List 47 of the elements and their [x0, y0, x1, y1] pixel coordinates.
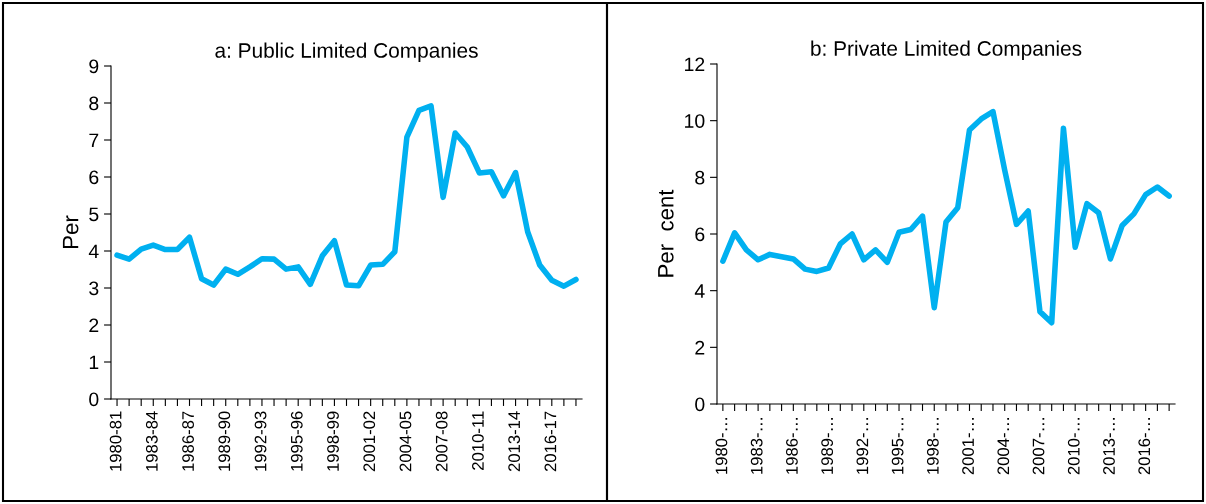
- x-tick-label: 2010-11: [472, 411, 484, 470]
- y-tick-label: 8: [695, 170, 705, 185]
- y-tick-label: 6: [89, 170, 99, 185]
- x-tick-label: 2010-…: [1067, 418, 1080, 475]
- x-tick-label: 1986-…: [786, 418, 798, 474]
- x-tick-label: 2004-05: [399, 411, 412, 472]
- x-tick-label: 1992-93: [254, 411, 267, 471]
- x-tick-label: 1986-87: [182, 411, 194, 471]
- x-tick-label: 1983-84: [145, 411, 158, 471]
- chart-title: b: Private Limited Companies: [811, 40, 1082, 60]
- x-tick-label: 1995-96: [290, 411, 303, 471]
- x-tick-label: 1998-…: [926, 418, 939, 474]
- y-tick-label: 10: [685, 114, 705, 128]
- y-tick-label: 2: [89, 318, 99, 333]
- y-tick-label: 7: [89, 133, 99, 148]
- x-tick-label: 2007-…: [1032, 418, 1045, 475]
- x-tick-label: 1992-…: [856, 418, 869, 474]
- y-tick-label: 12: [685, 57, 705, 72]
- x-tick-label: 2001-02: [363, 411, 376, 472]
- x-tick-label: 2004-…: [997, 418, 1010, 475]
- x-tick-label: 1989-…: [821, 418, 834, 474]
- y-tick-label: 0: [695, 397, 705, 412]
- y-axis-title: Per cent: [658, 189, 674, 277]
- y-tick-label: 0: [89, 392, 99, 407]
- chart-title: a: Public Limited Companies: [215, 42, 478, 62]
- x-tick-label: 2007-08: [435, 411, 448, 472]
- y-tick-label: 1: [89, 355, 99, 370]
- x-tick-label: 1980-81: [109, 411, 122, 471]
- y-tick-label: 3: [89, 281, 99, 296]
- x-tick-label: 1983-…: [750, 418, 763, 474]
- y-axis-title: Per: [62, 215, 79, 248]
- x-tick-label: 1980-…: [715, 418, 728, 474]
- x-tick-label: 2001-…: [962, 418, 974, 475]
- x-tick-label: 2013-14: [508, 411, 521, 472]
- y-tick-label: 4: [88, 244, 99, 259]
- y-tick-label: 2: [695, 340, 705, 355]
- y-tick-label: 9: [89, 59, 99, 74]
- y-tick-label: 8: [89, 96, 99, 111]
- x-tick-label: 1998-99: [327, 411, 339, 471]
- x-tick-label: 2013-…: [1103, 418, 1115, 475]
- x-tick-label: 1995-…: [891, 418, 904, 474]
- y-tick-label: 4: [694, 284, 705, 298]
- y-tick-label: 6: [695, 227, 705, 242]
- x-tick-label: 2016-…: [1138, 418, 1151, 475]
- y-tick-label: 5: [89, 207, 99, 222]
- x-tick-label: 2016-17: [544, 411, 557, 472]
- x-tick-label: 1989-90: [218, 411, 231, 471]
